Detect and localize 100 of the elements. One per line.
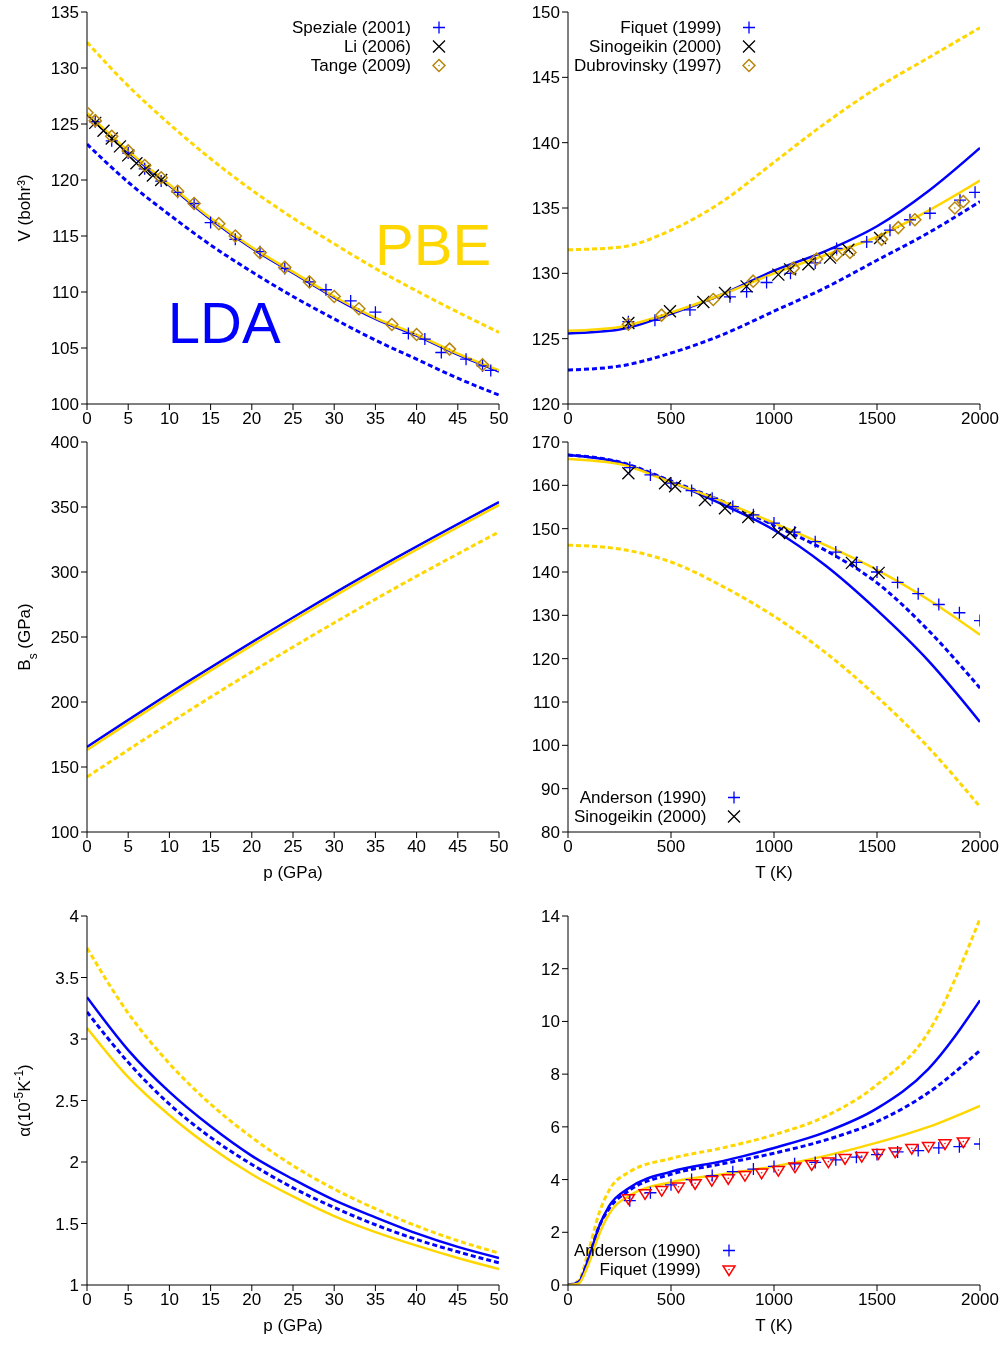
annotation: PBE xyxy=(375,211,492,277)
point xyxy=(849,555,864,570)
x-tick-label: 15 xyxy=(201,1290,221,1310)
point xyxy=(783,262,797,277)
x-tick-label: 20 xyxy=(242,1290,262,1310)
y-tick-label: 300 xyxy=(50,563,79,583)
point xyxy=(890,575,905,590)
point xyxy=(654,1185,669,1197)
point xyxy=(953,193,967,207)
legend-label: Sinogeikin (2000) xyxy=(588,37,722,56)
point xyxy=(849,1150,864,1164)
point xyxy=(754,1168,769,1180)
y-tick-label: 2 xyxy=(550,1223,560,1243)
legend-label: Sinogeikin (2000) xyxy=(574,807,707,826)
x-tick-label: 35 xyxy=(365,1290,385,1310)
x-tick-label: 0 xyxy=(563,409,573,429)
point xyxy=(683,303,697,317)
point xyxy=(808,1155,822,1170)
y-tick-label: 3 xyxy=(69,1030,79,1050)
y-tick-label: 1 xyxy=(69,1276,79,1296)
x-tick-label: 25 xyxy=(283,1290,303,1310)
x-tick-label: 5 xyxy=(123,837,133,857)
point xyxy=(203,215,218,230)
x-tick-label: 2000 xyxy=(961,1290,999,1310)
point xyxy=(706,292,720,307)
x-tick-label: 0 xyxy=(82,1290,92,1310)
x-tick-label: 1500 xyxy=(858,1290,896,1310)
x-axis-title: T (K) xyxy=(755,863,793,882)
point xyxy=(891,220,905,235)
point xyxy=(759,275,774,290)
point xyxy=(696,295,710,309)
point xyxy=(908,213,922,227)
y-tick-label: 130 xyxy=(531,264,560,284)
y-tick-label: 8 xyxy=(550,1065,560,1085)
x-tick-label: 0 xyxy=(563,837,573,857)
point xyxy=(883,223,897,237)
x-tick-label: 5 xyxy=(123,409,133,429)
y-tick-label: 4 xyxy=(69,907,79,927)
point xyxy=(804,1159,819,1172)
point xyxy=(96,124,111,138)
x-tick-label: 0 xyxy=(563,1290,573,1310)
x-tick-label: 500 xyxy=(656,409,686,429)
point xyxy=(401,326,416,341)
x-tick-label: 2000 xyxy=(961,409,999,429)
x-tick-label: 50 xyxy=(489,837,509,857)
x-tick-label: 45 xyxy=(448,1290,468,1310)
legend-label: Tange (2009) xyxy=(309,56,411,75)
point xyxy=(829,241,844,256)
point xyxy=(905,1143,919,1155)
x-tick-label: 45 xyxy=(448,409,468,429)
point xyxy=(684,483,699,498)
y-tick-label: 125 xyxy=(50,115,79,135)
point xyxy=(723,290,737,304)
point xyxy=(705,1175,719,1187)
y-tick-label: 150 xyxy=(50,758,79,778)
point xyxy=(923,206,937,220)
point xyxy=(654,308,669,322)
y-tick-label: 135 xyxy=(50,3,79,23)
y-tick-label: 250 xyxy=(50,628,79,648)
y-tick-label: 200 xyxy=(50,693,79,713)
y-tick-label: 80 xyxy=(541,823,560,843)
point xyxy=(668,479,682,493)
point xyxy=(741,510,755,524)
x-axis-title: T (K) xyxy=(755,1316,793,1335)
y-tick-label: 150 xyxy=(531,519,560,539)
y-tick-label: 130 xyxy=(531,606,560,626)
line-series xyxy=(87,142,499,397)
point xyxy=(956,194,971,209)
point xyxy=(948,201,962,215)
point xyxy=(911,587,925,601)
line-series xyxy=(568,543,980,809)
y-tick-label: 4 xyxy=(550,1170,560,1190)
point xyxy=(664,1178,678,1192)
point xyxy=(932,1141,946,1155)
line-series xyxy=(87,530,499,779)
point xyxy=(952,606,967,620)
point xyxy=(829,1153,843,1167)
x-tick-label: 10 xyxy=(159,1290,179,1310)
y-tick-label: 12 xyxy=(541,959,560,979)
x-tick-label: 15 xyxy=(201,837,221,857)
x-tick-label: 1500 xyxy=(858,409,896,429)
y-tick-label: 160 xyxy=(531,476,560,496)
y-tick-label: 110 xyxy=(532,693,560,713)
point xyxy=(129,156,144,170)
point xyxy=(688,1178,702,1191)
y-tick-label: 130 xyxy=(50,59,79,79)
point xyxy=(808,256,822,270)
y-tick-label: 110 xyxy=(51,283,79,303)
x-tick-label: 10 xyxy=(159,409,179,429)
point xyxy=(327,289,341,304)
y-tick-label: 140 xyxy=(531,133,560,153)
point xyxy=(746,508,761,522)
x-tick-label: 500 xyxy=(656,1290,686,1310)
y-tick-label: 100 xyxy=(531,736,560,756)
point xyxy=(921,1141,936,1153)
x-tick-label: 25 xyxy=(283,837,303,857)
y-tick-label: 120 xyxy=(50,171,79,191)
point xyxy=(829,248,844,262)
y-tick-label: 3.5 xyxy=(55,968,79,988)
x-tick-label: 45 xyxy=(448,837,468,857)
